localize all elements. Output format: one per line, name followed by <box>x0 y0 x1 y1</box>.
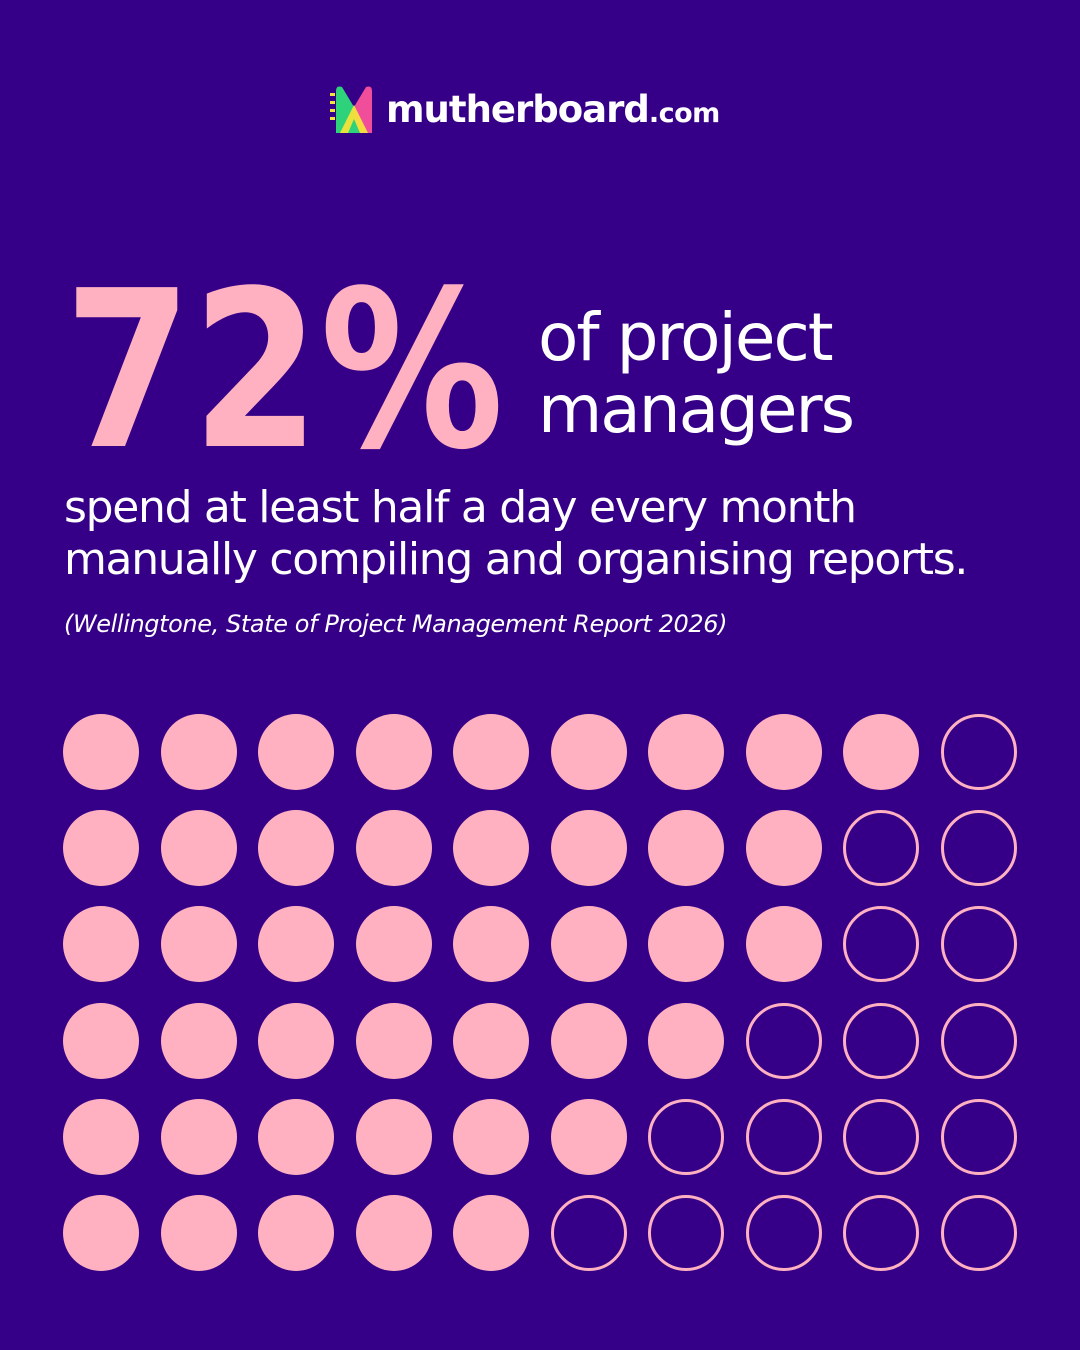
dot-empty <box>745 1002 822 1079</box>
dot-filled <box>160 1195 237 1271</box>
headline-lead-line-2: managers <box>538 371 855 448</box>
dot-filled <box>453 1098 529 1175</box>
dot-empty <box>940 906 1017 983</box>
dot-filled <box>745 714 822 790</box>
dot-filled <box>453 906 529 983</box>
stat-description-line-1: spend at least half a day every month <box>64 482 857 533</box>
dot-filled <box>160 714 237 790</box>
dot-empty <box>940 1195 1017 1271</box>
dot-empty <box>843 906 919 983</box>
brand-wordmark: mutherboard .com <box>386 88 720 131</box>
dot-empty <box>940 1002 1017 1079</box>
dot-filled <box>258 1098 334 1175</box>
stat-description: spend at least half a day every month ma… <box>64 482 968 586</box>
dot-filled <box>745 810 822 887</box>
dot-filled <box>160 906 237 983</box>
dot-filled <box>63 906 139 983</box>
dot-filled <box>63 1098 139 1175</box>
dot-filled <box>648 810 724 887</box>
mutherboard-logo-icon <box>330 86 372 133</box>
dot-filled <box>160 1098 237 1175</box>
dot-filled <box>843 714 919 790</box>
dot-filled <box>745 906 822 983</box>
dot-filled <box>453 810 529 887</box>
dot-filled <box>550 906 627 983</box>
dot-filled <box>63 810 139 887</box>
dot-filled <box>355 714 432 790</box>
dot-empty <box>843 810 919 887</box>
dot-filled <box>355 906 432 983</box>
dot-filled <box>648 1002 724 1079</box>
dot-filled <box>550 810 627 887</box>
dot-filled <box>453 714 529 790</box>
brand-name: mutherboard <box>386 87 650 131</box>
dot-filled <box>160 1002 237 1079</box>
dot-empty <box>843 1195 919 1271</box>
dot-empty <box>843 1098 919 1175</box>
dot-filled <box>258 906 334 983</box>
dot-empty <box>648 1098 724 1175</box>
dot-filled <box>160 810 237 887</box>
dot-filled <box>258 1002 334 1079</box>
brand-logo: mutherboard .com <box>330 82 720 136</box>
dot-empty <box>648 1195 724 1271</box>
dot-filled <box>453 1002 529 1079</box>
dot-empty <box>843 1002 919 1079</box>
dot-filled <box>355 810 432 887</box>
dot-filled <box>550 714 627 790</box>
dot-filled <box>258 714 334 790</box>
dot-filled <box>258 1195 334 1271</box>
dot-filled <box>63 714 139 790</box>
brand-tld: .com <box>648 97 720 129</box>
source-citation: (Wellingtone, State of Project Managemen… <box>64 610 728 638</box>
stat-description-line-2: manually compiling and organising report… <box>64 534 968 585</box>
dot-filled <box>550 1002 627 1079</box>
dot-empty <box>745 1098 822 1175</box>
dot-empty <box>940 714 1017 790</box>
dot-filled <box>63 1195 139 1271</box>
dot-filled <box>648 906 724 983</box>
dot-empty <box>940 810 1017 887</box>
headline-stat: 72% <box>64 245 504 498</box>
dot-filled <box>648 714 724 790</box>
dot-filled <box>355 1098 432 1175</box>
dot-empty <box>550 1195 627 1271</box>
dot-empty <box>940 1098 1017 1175</box>
dot-empty <box>745 1195 822 1271</box>
headline-stat-text: 72% <box>64 245 504 498</box>
dot-filled <box>355 1195 432 1271</box>
dot-filled <box>355 1002 432 1079</box>
dot-filled <box>258 810 334 887</box>
dot-filled <box>63 1002 139 1079</box>
dot-filled <box>453 1195 529 1271</box>
headline-lead-line-1: of project <box>538 299 834 376</box>
headline-lead: of project managers <box>538 299 855 448</box>
dot-filled <box>550 1098 627 1175</box>
